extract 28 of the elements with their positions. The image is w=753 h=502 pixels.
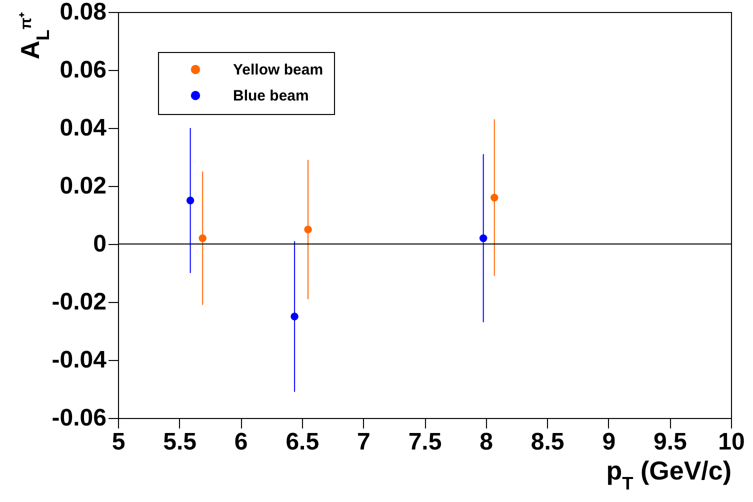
y-tick-label: 0.08 bbox=[60, 0, 106, 26]
x-tick-label: 9 bbox=[602, 428, 616, 456]
x-tick-label: 6 bbox=[234, 428, 248, 456]
x-tick-label: 8.5 bbox=[530, 428, 564, 456]
x-tick-label: 8 bbox=[480, 428, 493, 456]
x-tick-label: 6.5 bbox=[286, 428, 320, 456]
y-tick-label: -0.06 bbox=[52, 404, 106, 432]
x-tick-label: 5.5 bbox=[163, 428, 196, 456]
point bbox=[490, 194, 498, 202]
y-tick-label: 0.06 bbox=[60, 56, 106, 84]
legend-label: Yellow beam bbox=[233, 62, 324, 78]
point bbox=[290, 312, 298, 320]
x-tick-label: 7.5 bbox=[408, 428, 442, 456]
y-tick-label: -0.02 bbox=[52, 288, 106, 316]
x-tick-label: 7 bbox=[357, 428, 370, 456]
point bbox=[198, 234, 206, 242]
x-tick-label: 9.5 bbox=[654, 428, 687, 456]
point bbox=[304, 226, 312, 234]
x-tick-label: 10 bbox=[718, 428, 745, 456]
y-tick-label: 0 bbox=[93, 230, 106, 258]
y-tick-label: 0.02 bbox=[60, 172, 106, 200]
legend-label: Blue beam bbox=[233, 88, 309, 104]
x-axis-title: p$_{T}$ (GeV/c) bbox=[606, 456, 732, 494]
point bbox=[186, 196, 194, 204]
y-tick-label: -0.04 bbox=[52, 346, 108, 374]
x-tick-label: 5 bbox=[112, 428, 126, 456]
point bbox=[479, 234, 488, 242]
y-tick-label: 0.04 bbox=[60, 114, 108, 142]
